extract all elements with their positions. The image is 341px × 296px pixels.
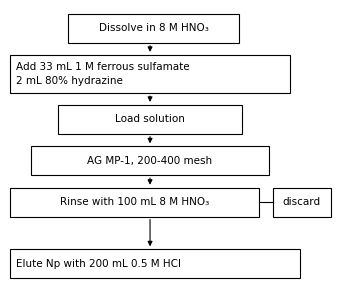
FancyBboxPatch shape [58, 105, 242, 134]
Text: AG MP-1, 200-400 mesh: AG MP-1, 200-400 mesh [88, 156, 212, 166]
FancyBboxPatch shape [31, 146, 269, 175]
Text: Add 33 mL 1 M ferrous sulfamate
2 mL 80% hydrazine: Add 33 mL 1 M ferrous sulfamate 2 mL 80%… [16, 62, 190, 86]
FancyBboxPatch shape [273, 188, 331, 217]
Text: Rinse with 100 mL 8 M HNO₃: Rinse with 100 mL 8 M HNO₃ [60, 197, 209, 207]
FancyBboxPatch shape [68, 14, 239, 43]
Text: Elute Np with 200 mL 0.5 M HCl: Elute Np with 200 mL 0.5 M HCl [16, 259, 181, 269]
Text: Load solution: Load solution [115, 114, 185, 124]
FancyBboxPatch shape [10, 249, 300, 278]
FancyBboxPatch shape [10, 55, 290, 93]
Text: Dissolve in 8 M HNO₃: Dissolve in 8 M HNO₃ [99, 23, 208, 33]
FancyBboxPatch shape [10, 188, 259, 217]
Text: discard: discard [283, 197, 321, 207]
